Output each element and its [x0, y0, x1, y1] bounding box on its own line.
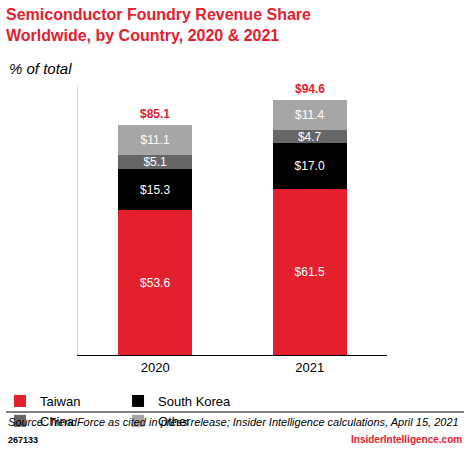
- svg-text:$4.7: $4.7: [298, 130, 322, 144]
- svg-text:$11.1: $11.1: [141, 133, 170, 147]
- svg-text:InsiderIntelligence.com: InsiderIntelligence.com: [351, 434, 462, 445]
- svg-text:$94.6: $94.6: [295, 82, 325, 96]
- svg-text:2021: 2021: [295, 360, 324, 375]
- svg-text:267133: 267133: [8, 435, 38, 445]
- svg-text:Semiconductor Foundry Revenue: Semiconductor Foundry Revenue ShareWorld…: [6, 6, 311, 44]
- svg-text:% of total: % of total: [9, 60, 72, 77]
- svg-text:$5.1: $5.1: [143, 155, 167, 169]
- svg-text:South Korea: South Korea: [158, 394, 231, 409]
- svg-text:$15.3: $15.3: [140, 183, 170, 197]
- svg-text:$17.0: $17.0: [295, 159, 325, 173]
- svg-text:Source: TrendForce as cited in: Source: TrendForce as cited in press rel…: [8, 416, 459, 428]
- svg-text:2020: 2020: [141, 360, 170, 375]
- svg-text:Taiwan: Taiwan: [40, 394, 80, 409]
- svg-text:Other: Other: [158, 414, 191, 429]
- svg-text:$85.1: $85.1: [140, 107, 170, 121]
- svg-text:$61.5: $61.5: [295, 265, 325, 279]
- svg-text:China: China: [40, 414, 75, 429]
- svg-text:$53.6: $53.6: [140, 276, 170, 290]
- svg-text:$11.4: $11.4: [295, 108, 324, 122]
